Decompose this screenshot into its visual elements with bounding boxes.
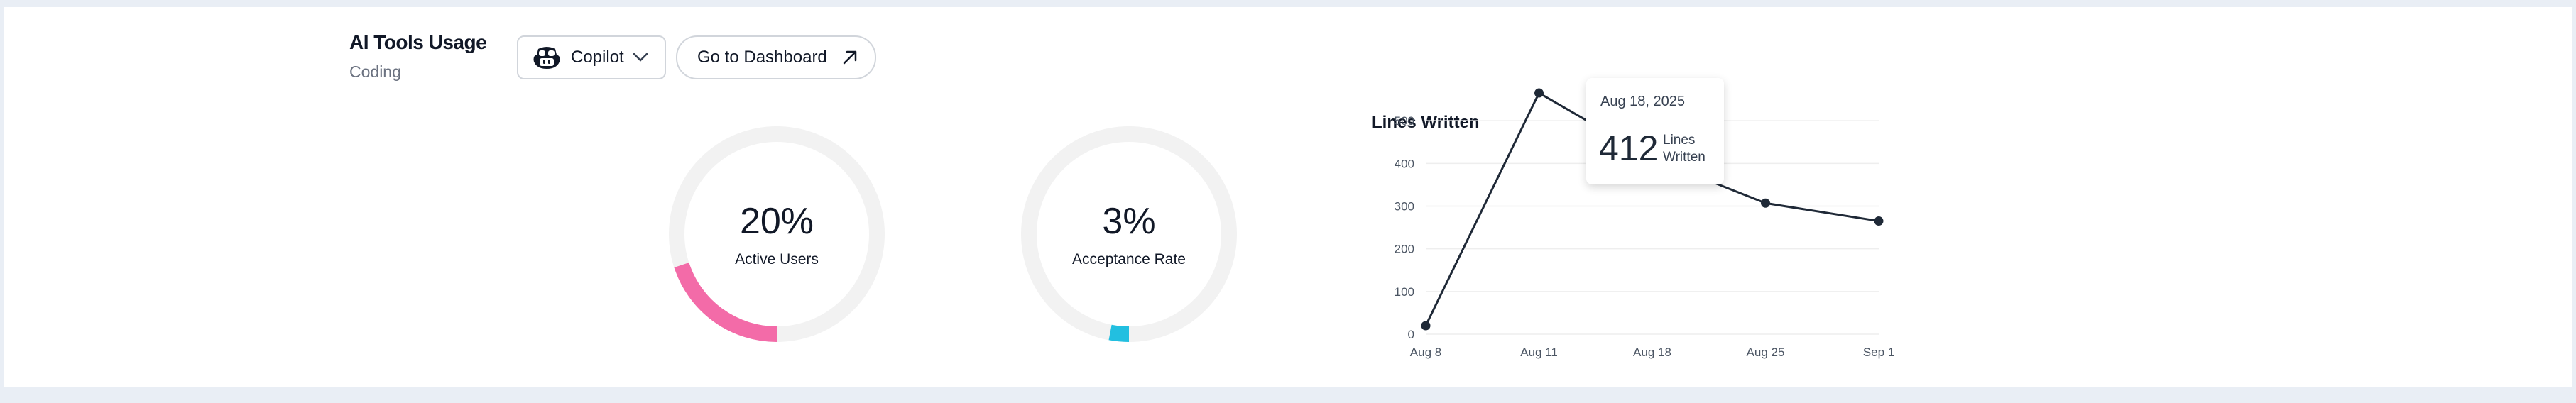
tooltip-date: Aug 18, 2025 bbox=[1600, 94, 1685, 109]
y-tick-label: 300 bbox=[1395, 200, 1414, 214]
x-tick-label: Aug 25 bbox=[1747, 346, 1785, 359]
go-to-dashboard-label: Go to Dashboard bbox=[697, 48, 827, 67]
y-tick-label: 500 bbox=[1395, 114, 1414, 128]
tool-select[interactable]: Copilot bbox=[517, 35, 666, 79]
usage-panel bbox=[4, 7, 2572, 387]
chart-title: Lines Written bbox=[1372, 113, 1480, 132]
y-tick-label: 0 bbox=[1408, 328, 1414, 341]
external-arrow-icon bbox=[843, 50, 857, 65]
acceptance-rate-value: 3% bbox=[1102, 201, 1156, 242]
gauge-fill-arc bbox=[1108, 324, 1130, 342]
tooltip-unit-line1: Lines bbox=[1663, 133, 1696, 148]
acceptance-rate-gauge: 3% Acceptance Rate bbox=[1018, 123, 1240, 345]
x-tick-label: Aug 18 bbox=[1633, 346, 1671, 359]
tool-select-value: Copilot bbox=[571, 48, 624, 67]
active-users-value: 20% bbox=[739, 201, 814, 242]
active-users-gauge: 20% Active Users bbox=[666, 123, 888, 345]
chevron-down-icon bbox=[633, 53, 648, 62]
data-point bbox=[1761, 198, 1770, 208]
tooltip-value: 412 bbox=[1599, 128, 1659, 168]
x-tick-label: Sep 1 bbox=[1863, 346, 1894, 359]
chart-tooltip: Aug 18, 2025 412 Lines Written bbox=[1586, 78, 1724, 184]
go-to-dashboard-button[interactable]: Go to Dashboard bbox=[676, 35, 876, 79]
y-tick-label: 400 bbox=[1395, 157, 1414, 170]
acceptance-rate-caption: Acceptance Rate bbox=[1072, 251, 1186, 267]
data-point bbox=[1421, 321, 1431, 331]
page-subtitle: Coding bbox=[349, 62, 401, 81]
active-users-caption: Active Users bbox=[735, 251, 819, 267]
gauge-fill-arc bbox=[674, 262, 777, 342]
lines-written-chart: Lines Written 0 100 200 300 400 500 Aug 8 Aug 11… bbox=[1372, 88, 1894, 359]
tooltip-unit: Lines Written bbox=[1663, 132, 1720, 166]
y-tick-label: 100 bbox=[1395, 285, 1414, 299]
x-tick-label: Aug 11 bbox=[1520, 346, 1558, 359]
x-tick-label: Aug 8 bbox=[1410, 346, 1441, 359]
tooltip-unit-line2: Written bbox=[1663, 150, 1705, 165]
data-point bbox=[1534, 88, 1544, 98]
data-point bbox=[1874, 216, 1884, 226]
copilot-icon bbox=[533, 47, 560, 69]
page-title: AI Tools Usage bbox=[349, 31, 487, 53]
y-tick-label: 200 bbox=[1395, 243, 1414, 256]
